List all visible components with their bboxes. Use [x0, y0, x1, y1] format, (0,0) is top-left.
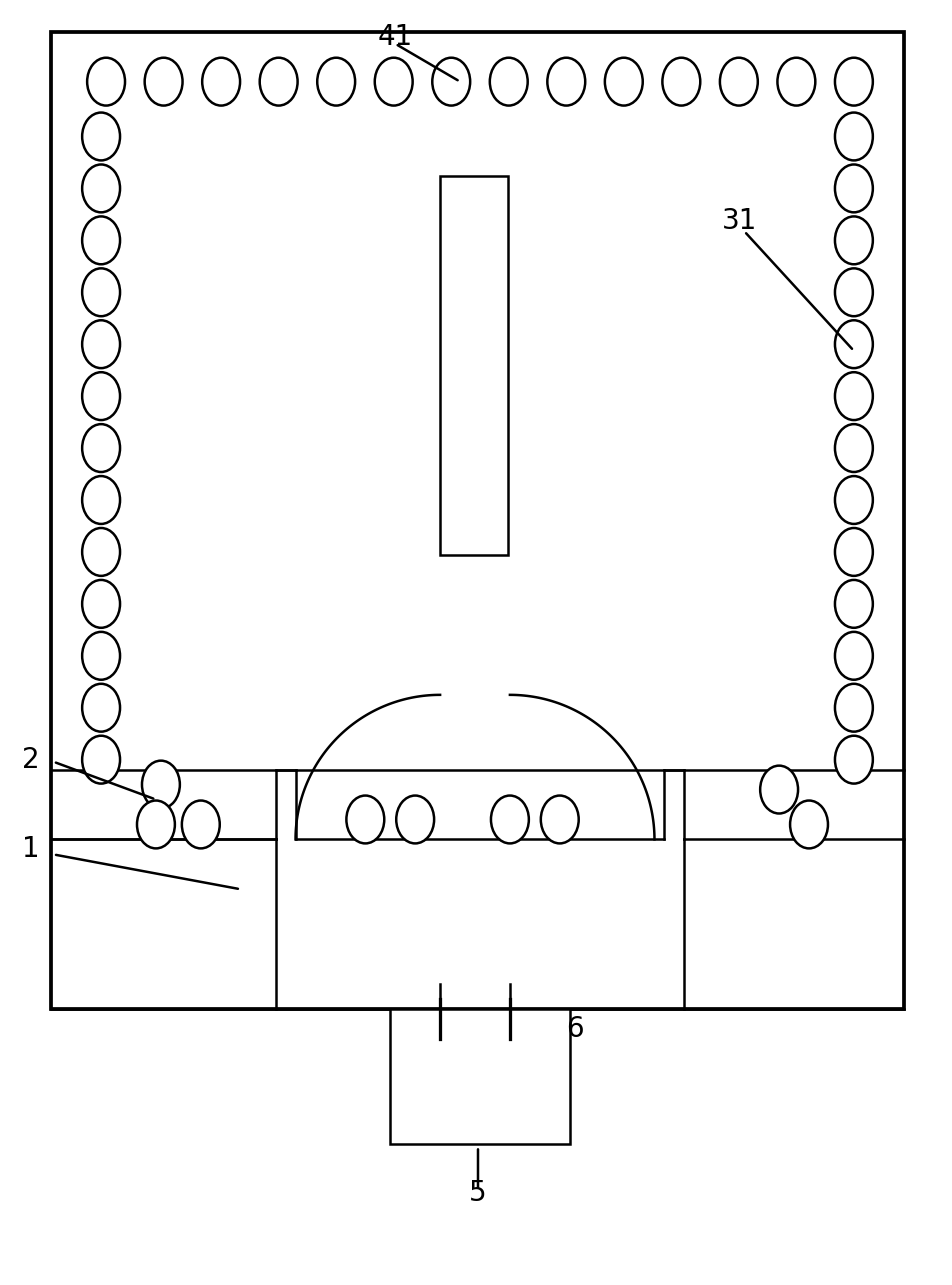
Ellipse shape — [142, 761, 180, 808]
Ellipse shape — [396, 795, 434, 843]
Ellipse shape — [835, 320, 873, 368]
Ellipse shape — [375, 58, 412, 105]
Ellipse shape — [88, 58, 125, 105]
Ellipse shape — [82, 269, 120, 316]
Ellipse shape — [82, 475, 120, 524]
Ellipse shape — [490, 58, 527, 105]
Ellipse shape — [82, 632, 120, 680]
Ellipse shape — [835, 475, 873, 524]
Ellipse shape — [835, 164, 873, 212]
Ellipse shape — [82, 528, 120, 576]
Bar — [390, 1009, 569, 1144]
Text: 41: 41 — [378, 23, 413, 51]
Text: 2: 2 — [23, 745, 40, 774]
Ellipse shape — [82, 164, 120, 212]
Ellipse shape — [82, 424, 120, 472]
Ellipse shape — [835, 684, 873, 731]
Ellipse shape — [137, 801, 175, 848]
Ellipse shape — [663, 58, 701, 105]
Ellipse shape — [835, 736, 873, 784]
Ellipse shape — [182, 801, 220, 848]
Text: 31: 31 — [722, 207, 757, 235]
Ellipse shape — [835, 580, 873, 628]
Ellipse shape — [82, 113, 120, 161]
Ellipse shape — [82, 216, 120, 265]
Ellipse shape — [432, 58, 470, 105]
Bar — [440, 176, 508, 555]
Ellipse shape — [317, 58, 355, 105]
Text: 1: 1 — [23, 835, 40, 864]
Ellipse shape — [547, 58, 585, 105]
Bar — [51, 32, 903, 1009]
Text: 6: 6 — [565, 1015, 584, 1043]
Ellipse shape — [835, 373, 873, 420]
Ellipse shape — [605, 58, 643, 105]
Ellipse shape — [835, 113, 873, 161]
Ellipse shape — [835, 632, 873, 680]
Ellipse shape — [778, 58, 815, 105]
Ellipse shape — [720, 58, 758, 105]
Ellipse shape — [82, 373, 120, 420]
Ellipse shape — [82, 684, 120, 731]
Ellipse shape — [835, 269, 873, 316]
Ellipse shape — [835, 58, 873, 105]
Ellipse shape — [260, 58, 298, 105]
Ellipse shape — [202, 58, 240, 105]
Ellipse shape — [82, 580, 120, 628]
Ellipse shape — [82, 736, 120, 784]
Ellipse shape — [145, 58, 183, 105]
Ellipse shape — [491, 795, 529, 843]
Ellipse shape — [760, 766, 798, 813]
Text: 5: 5 — [469, 1180, 486, 1208]
Ellipse shape — [82, 320, 120, 368]
Ellipse shape — [835, 528, 873, 576]
Ellipse shape — [347, 795, 385, 843]
Ellipse shape — [835, 424, 873, 472]
Ellipse shape — [790, 801, 828, 848]
Ellipse shape — [541, 795, 579, 843]
Ellipse shape — [835, 216, 873, 265]
